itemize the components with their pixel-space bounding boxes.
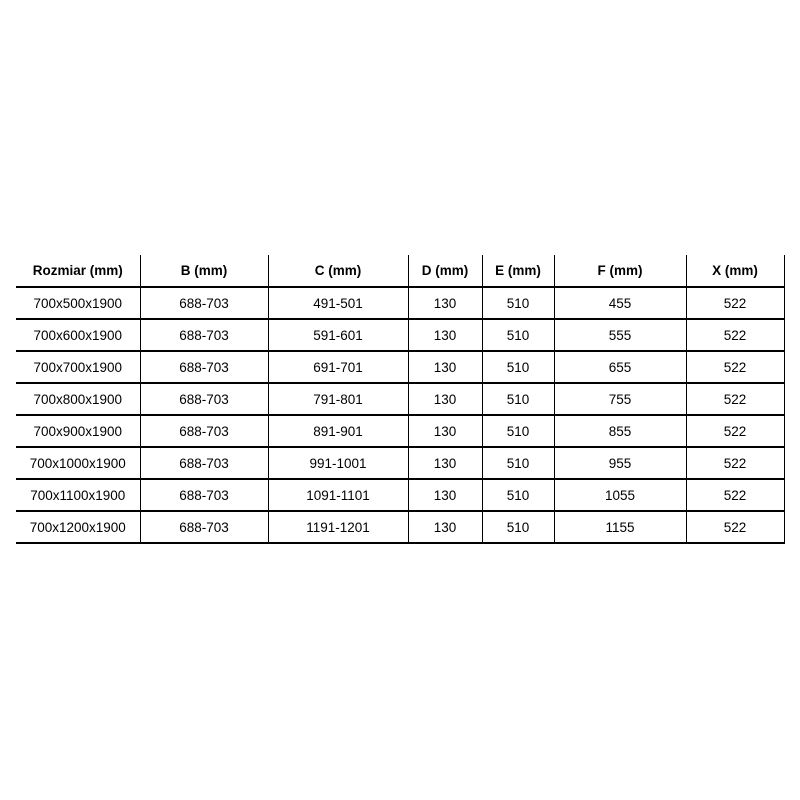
table-cell: 510 xyxy=(482,383,555,416)
table-cell: 655 xyxy=(554,351,687,384)
table-cell: 700x800x1900 xyxy=(16,383,141,416)
table-row: 700x600x1900 688-703 591-601 130 510 555 522 xyxy=(16,319,785,352)
table-cell: 991-1001 xyxy=(268,447,409,480)
table-cell: 455 xyxy=(554,287,687,320)
dimensions-table: Rozmiar (mm) B (mm) C (mm) D (mm) E (mm)… xyxy=(16,255,785,544)
table-cell: 591-601 xyxy=(268,319,409,352)
table-cell: 791-801 xyxy=(268,383,409,416)
table-row: 700x1000x1900 688-703 991-1001 130 510 955 522 xyxy=(16,447,785,480)
table-cell: 688-703 xyxy=(140,383,269,416)
table-cell: 130 xyxy=(408,383,483,416)
table-cell: 510 xyxy=(482,287,555,320)
table-row: 700x700x1900 688-703 691-701 130 510 655 522 xyxy=(16,351,785,384)
table-body: 700x500x1900 688-703 491-501 130 510 455 522 70… xyxy=(16,287,785,544)
dimensions-table-container: Rozmiar (mm) B (mm) C (mm) D (mm) E (mm)… xyxy=(16,255,785,544)
table-cell: 700x1200x1900 xyxy=(16,511,141,544)
table-cell: 955 xyxy=(554,447,687,480)
table-cell: 510 xyxy=(482,319,555,352)
table-cell: 691-701 xyxy=(268,351,409,384)
table-cell: 510 xyxy=(482,415,555,448)
table-cell: 891-901 xyxy=(268,415,409,448)
table-row: 700x500x1900 688-703 491-501 130 510 455 522 xyxy=(16,287,785,320)
table-row: 700x800x1900 688-703 791-801 130 510 755 522 xyxy=(16,383,785,416)
column-header-d: D (mm) xyxy=(408,255,483,288)
table-cell: 130 xyxy=(408,447,483,480)
table-cell: 130 xyxy=(408,319,483,352)
table-cell: 510 xyxy=(482,479,555,512)
table-row: 700x1100x1900 688-703 1091-1101 130 510 1055 5… xyxy=(16,479,785,512)
table-cell: 555 xyxy=(554,319,687,352)
table-cell: 700x1000x1900 xyxy=(16,447,141,480)
table-row: 700x1200x1900 688-703 1191-1201 130 510 1155 5… xyxy=(16,511,785,544)
table-cell: 522 xyxy=(686,479,785,512)
table-cell: 1155 xyxy=(554,511,687,544)
table-cell: 700x500x1900 xyxy=(16,287,141,320)
table-cell: 688-703 xyxy=(140,511,269,544)
column-header-x: X (mm) xyxy=(686,255,785,288)
table-cell: 700x900x1900 xyxy=(16,415,141,448)
table-cell: 688-703 xyxy=(140,319,269,352)
table-header-row: Rozmiar (mm) B (mm) C (mm) D (mm) E (mm)… xyxy=(16,255,785,288)
table-cell: 130 xyxy=(408,351,483,384)
table-cell: 522 xyxy=(686,447,785,480)
table-cell: 1091-1101 xyxy=(268,479,409,512)
table-cell: 1191-1201 xyxy=(268,511,409,544)
table-cell: 130 xyxy=(408,415,483,448)
table-cell: 688-703 xyxy=(140,447,269,480)
table-cell: 510 xyxy=(482,351,555,384)
table-cell: 130 xyxy=(408,479,483,512)
table-cell: 700x600x1900 xyxy=(16,319,141,352)
table-cell: 510 xyxy=(482,511,555,544)
column-header-e: E (mm) xyxy=(482,255,555,288)
table-cell: 522 xyxy=(686,383,785,416)
column-header-c: C (mm) xyxy=(268,255,409,288)
table-cell: 522 xyxy=(686,415,785,448)
table-cell: 688-703 xyxy=(140,479,269,512)
table-cell: 1055 xyxy=(554,479,687,512)
table-cell: 491-501 xyxy=(268,287,409,320)
table-cell: 700x700x1900 xyxy=(16,351,141,384)
column-header-rozmiar: Rozmiar (mm) xyxy=(16,255,141,288)
table-cell: 522 xyxy=(686,319,785,352)
table-cell: 688-703 xyxy=(140,351,269,384)
column-header-f: F (mm) xyxy=(554,255,687,288)
table-cell: 522 xyxy=(686,351,785,384)
table-cell: 855 xyxy=(554,415,687,448)
table-cell: 522 xyxy=(686,287,785,320)
table-cell: 130 xyxy=(408,287,483,320)
table-cell: 688-703 xyxy=(140,415,269,448)
table-row: 700x900x1900 688-703 891-901 130 510 855 522 xyxy=(16,415,785,448)
table-cell: 130 xyxy=(408,511,483,544)
table-cell: 700x1100x1900 xyxy=(16,479,141,512)
table-cell: 510 xyxy=(482,447,555,480)
table-cell: 688-703 xyxy=(140,287,269,320)
table-cell: 755 xyxy=(554,383,687,416)
column-header-b: B (mm) xyxy=(140,255,269,288)
table-cell: 522 xyxy=(686,511,785,544)
